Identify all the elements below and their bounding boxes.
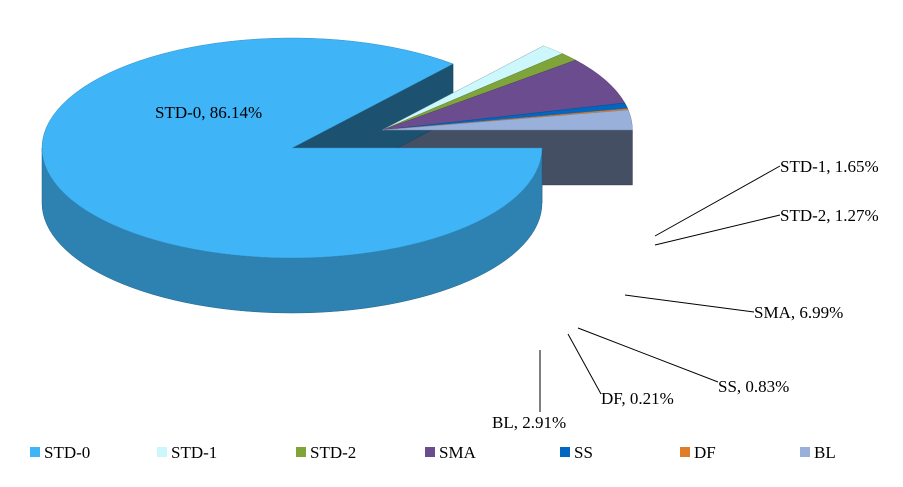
legend-swatch-bl (800, 447, 810, 457)
legend-label-std-0: STD-0 (44, 443, 90, 462)
legend-label-ss: SS (574, 443, 593, 462)
legend-label-bl: BL (814, 443, 836, 462)
legend-label-sma: SMA (439, 443, 477, 462)
data-label-std-1: STD-1, 1.65% (780, 157, 879, 176)
legend-label-std-1: STD-1 (171, 443, 217, 462)
legend-swatch-df (680, 447, 690, 457)
data-label-ss: SS, 0.83% (718, 377, 789, 396)
data-label-bl: BL, 2.91% (492, 413, 566, 432)
legend-swatch-std-0 (30, 447, 40, 457)
leader-lines (539, 165, 781, 412)
data-label-std-0: STD-0, 86.14% (155, 103, 262, 122)
slice-std-0 (41, 37, 543, 259)
data-label-std-2: STD-2, 1.27% (780, 206, 879, 225)
legend-swatch-sma (425, 447, 435, 457)
legend: STD-0 STD-1 STD-2 SMA SS DF BL (30, 443, 836, 462)
leader-line-std-2 (654, 214, 781, 246)
legend-swatch-std-1 (157, 447, 167, 457)
leader-line-sma (624, 294, 755, 313)
data-labels: STD-0, 86.14% STD-1, 1.65% STD-2, 1.27% SMA… (155, 103, 879, 432)
leader-line-ss (577, 327, 719, 383)
data-label-df: DF, 0.21% (601, 389, 674, 408)
pie-tops (41, 37, 633, 259)
legend-swatch-ss (560, 447, 570, 457)
data-label-sma: SMA, 6.99% (754, 303, 843, 322)
legend-label-df: DF (694, 443, 716, 462)
leader-line-df (567, 333, 602, 395)
slice-bl (382, 109, 633, 131)
leader-line-std-1 (654, 165, 781, 237)
legend-label-std-2: STD-2 (310, 443, 356, 462)
legend-swatch-std-2 (296, 447, 306, 457)
slice-sma (382, 59, 626, 131)
